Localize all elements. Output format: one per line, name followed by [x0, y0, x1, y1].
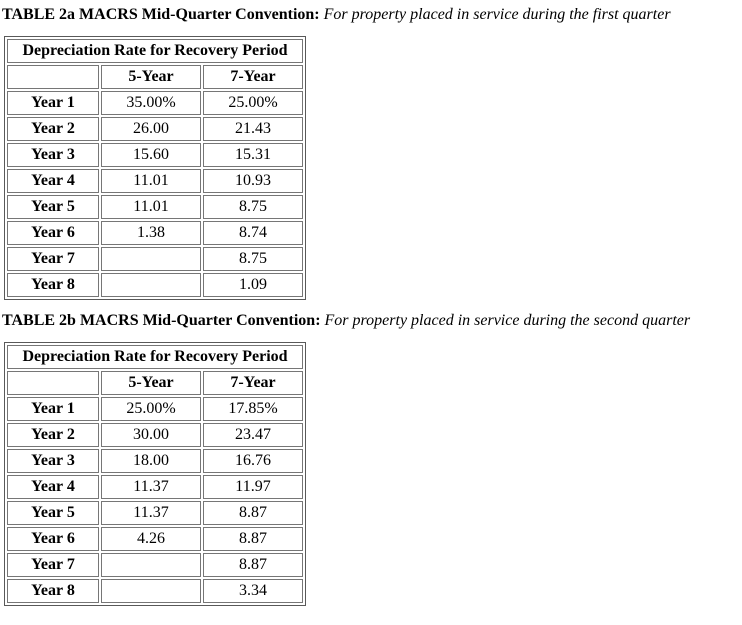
- table-row: Year 4 11.01 10.93: [7, 169, 303, 193]
- column-header-5yr: 5-Year: [101, 371, 201, 395]
- table-header-row: Depreciation Rate for Recovery Period: [7, 39, 303, 63]
- value-7yr: 8.74: [203, 221, 303, 245]
- value-5yr: 11.37: [101, 475, 201, 499]
- table-2b-header: Depreciation Rate for Recovery Period: [7, 345, 303, 369]
- column-header-row: 5-Year 7-Year: [7, 65, 303, 89]
- table-2a-title-subtitle: For property placed in service during th…: [323, 6, 671, 23]
- corner-cell: [7, 65, 99, 89]
- value-7yr: 25.00%: [203, 91, 303, 115]
- table-row: Year 8 3.34: [7, 579, 303, 603]
- table-2a-header: Depreciation Rate for Recovery Period: [7, 39, 303, 63]
- value-7yr: 3.34: [203, 579, 303, 603]
- table-row: Year 5 11.01 8.75: [7, 195, 303, 219]
- row-label: Year 4: [7, 169, 99, 193]
- table-2b-title-subtitle: For property placed in service during th…: [324, 312, 691, 329]
- table-2b-title-bold: TABLE 2b MACRS Mid-Quarter Convention:: [2, 312, 321, 329]
- value-7yr: 23.47: [203, 423, 303, 447]
- value-5yr: [101, 273, 201, 297]
- macrs-table-2b: Depreciation Rate for Recovery Period 5-…: [4, 342, 306, 606]
- table-2a-title: TABLE 2a MACRS Mid-Quarter Convention: F…: [2, 5, 734, 24]
- table-row: Year 2 26.00 21.43: [7, 117, 303, 141]
- table-2a-title-bold: TABLE 2a MACRS Mid-Quarter Convention:: [2, 6, 320, 23]
- row-label: Year 8: [7, 579, 99, 603]
- value-5yr: 11.01: [101, 169, 201, 193]
- value-7yr: 1.09: [203, 273, 303, 297]
- table-row: Year 4 11.37 11.97: [7, 475, 303, 499]
- table-row: Year 6 1.38 8.74: [7, 221, 303, 245]
- table-row: Year 3 18.00 16.76: [7, 449, 303, 473]
- value-7yr: 11.97: [203, 475, 303, 499]
- value-7yr: 10.93: [203, 169, 303, 193]
- row-label: Year 4: [7, 475, 99, 499]
- column-header-7yr: 7-Year: [203, 371, 303, 395]
- row-label: Year 6: [7, 527, 99, 551]
- value-7yr: 8.87: [203, 501, 303, 525]
- value-5yr: 15.60: [101, 143, 201, 167]
- value-7yr: 8.75: [203, 247, 303, 271]
- row-label: Year 5: [7, 195, 99, 219]
- row-label: Year 2: [7, 423, 99, 447]
- value-5yr: 26.00: [101, 117, 201, 141]
- table-header-row: Depreciation Rate for Recovery Period: [7, 345, 303, 369]
- table-row: Year 2 30.00 23.47: [7, 423, 303, 447]
- value-7yr: 15.31: [203, 143, 303, 167]
- value-5yr: [101, 553, 201, 577]
- value-5yr: 18.00: [101, 449, 201, 473]
- section-table-2b: TABLE 2b MACRS Mid-Quarter Convention: F…: [2, 311, 734, 606]
- table-2b-title: TABLE 2b MACRS Mid-Quarter Convention: F…: [2, 311, 734, 330]
- column-header-7yr: 7-Year: [203, 65, 303, 89]
- table-row: Year 7 8.75: [7, 247, 303, 271]
- row-label: Year 5: [7, 501, 99, 525]
- section-table-2a: TABLE 2a MACRS Mid-Quarter Convention: F…: [2, 5, 734, 300]
- value-5yr: 30.00: [101, 423, 201, 447]
- row-label: Year 6: [7, 221, 99, 245]
- value-7yr: 17.85%: [203, 397, 303, 421]
- value-5yr: 1.38: [101, 221, 201, 245]
- row-label: Year 3: [7, 449, 99, 473]
- value-5yr: 4.26: [101, 527, 201, 551]
- value-5yr: 35.00%: [101, 91, 201, 115]
- table-row: Year 8 1.09: [7, 273, 303, 297]
- value-7yr: 8.87: [203, 553, 303, 577]
- value-5yr: 11.01: [101, 195, 201, 219]
- column-header-row: 5-Year 7-Year: [7, 371, 303, 395]
- column-header-5yr: 5-Year: [101, 65, 201, 89]
- row-label: Year 7: [7, 553, 99, 577]
- row-label: Year 7: [7, 247, 99, 271]
- row-label: Year 1: [7, 397, 99, 421]
- value-5yr: [101, 247, 201, 271]
- table-row: Year 3 15.60 15.31: [7, 143, 303, 167]
- row-label: Year 8: [7, 273, 99, 297]
- value-5yr: 25.00%: [101, 397, 201, 421]
- macrs-table-2a: Depreciation Rate for Recovery Period 5-…: [4, 36, 306, 300]
- row-label: Year 3: [7, 143, 99, 167]
- row-label: Year 1: [7, 91, 99, 115]
- table-row: Year 1 35.00% 25.00%: [7, 91, 303, 115]
- value-5yr: [101, 579, 201, 603]
- value-7yr: 16.76: [203, 449, 303, 473]
- table-row: Year 7 8.87: [7, 553, 303, 577]
- value-5yr: 11.37: [101, 501, 201, 525]
- value-7yr: 8.75: [203, 195, 303, 219]
- table-row: Year 6 4.26 8.87: [7, 527, 303, 551]
- value-7yr: 8.87: [203, 527, 303, 551]
- table-row: Year 1 25.00% 17.85%: [7, 397, 303, 421]
- value-7yr: 21.43: [203, 117, 303, 141]
- corner-cell: [7, 371, 99, 395]
- table-row: Year 5 11.37 8.87: [7, 501, 303, 525]
- row-label: Year 2: [7, 117, 99, 141]
